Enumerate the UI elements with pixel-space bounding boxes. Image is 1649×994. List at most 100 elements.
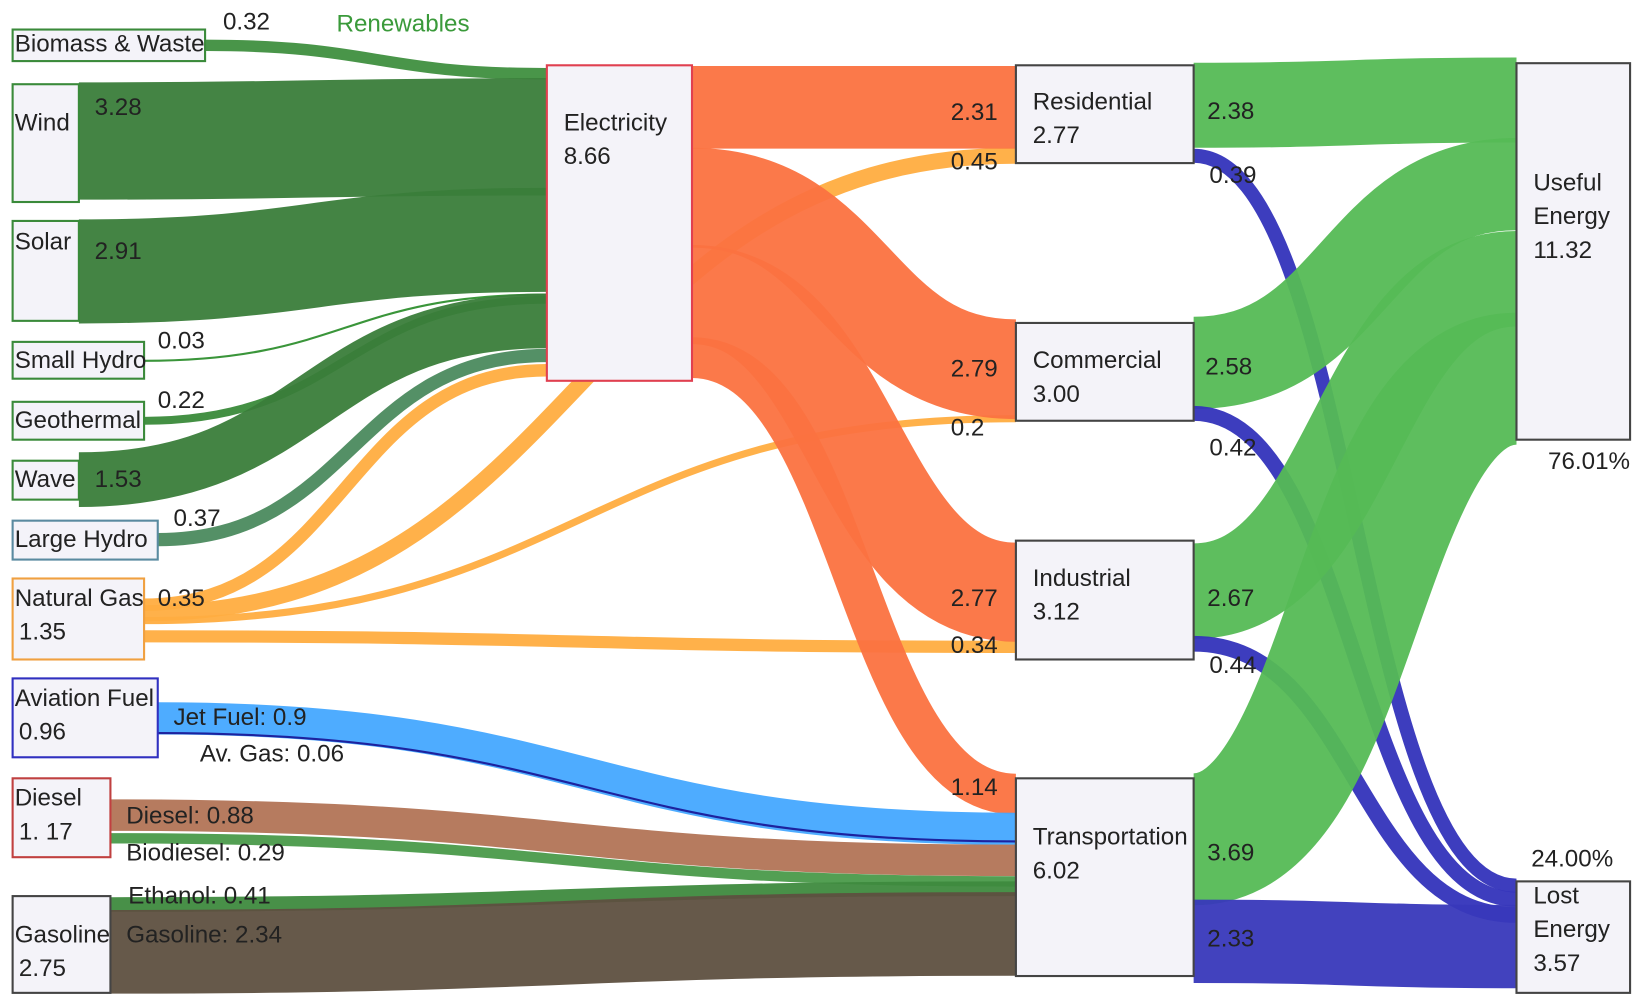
node-label: Residential bbox=[1033, 89, 1153, 116]
flow bbox=[1193, 899, 1517, 989]
flow-label: 0.35 bbox=[158, 585, 205, 612]
node-label: Large Hydro bbox=[15, 526, 148, 553]
flow bbox=[144, 630, 1016, 653]
flow bbox=[110, 833, 1016, 887]
flow bbox=[157, 702, 1016, 845]
node-value: 3.57 bbox=[1533, 950, 1580, 977]
flow bbox=[157, 348, 547, 547]
flow-label: Jet Fuel: 0.9 bbox=[174, 704, 307, 731]
flow-label: Gasoline: 2.34 bbox=[126, 921, 282, 948]
flow-label: 1.14 bbox=[951, 774, 998, 801]
group-label: Renewables bbox=[337, 11, 470, 38]
node-box bbox=[11, 459, 80, 501]
node-value: 1. 17 bbox=[19, 818, 73, 845]
flow bbox=[78, 293, 547, 508]
flow-label: 1.53 bbox=[95, 466, 142, 493]
node-box bbox=[1515, 880, 1632, 994]
flow bbox=[690, 147, 1018, 420]
node-label: Energy bbox=[1533, 203, 1611, 230]
flow-label: 0.34 bbox=[951, 632, 998, 659]
node-label: Diesel bbox=[15, 785, 82, 812]
node-box bbox=[1515, 62, 1632, 441]
flow-label: 3.28 bbox=[95, 94, 142, 121]
flow-label: 2.33 bbox=[1207, 926, 1254, 953]
node-value: 0.96 bbox=[19, 718, 66, 745]
node-label: Useful bbox=[1533, 170, 1602, 197]
node-label: Aviation Fuel bbox=[15, 685, 154, 712]
node-label: Industrial bbox=[1033, 565, 1131, 592]
node-label: Gasoline bbox=[15, 921, 110, 948]
node-label: Transportation bbox=[1033, 824, 1188, 851]
flow bbox=[110, 881, 1016, 912]
node-share: 24.00% bbox=[1531, 846, 1613, 873]
node-box bbox=[545, 64, 694, 382]
node-box bbox=[11, 519, 159, 561]
node-box bbox=[11, 677, 159, 759]
node-box bbox=[11, 777, 112, 859]
flow-label: 0.03 bbox=[158, 327, 205, 354]
node-box bbox=[11, 577, 146, 661]
node-box bbox=[1014, 539, 1195, 661]
flow bbox=[1187, 312, 1523, 906]
node-value: 2.75 bbox=[19, 955, 66, 982]
flow bbox=[144, 147, 1016, 622]
node-label: Wind bbox=[15, 110, 70, 137]
node-box bbox=[11, 28, 207, 63]
node-box bbox=[11, 219, 80, 322]
node-value: 11.32 bbox=[1533, 237, 1592, 264]
flow-label: 0.45 bbox=[951, 148, 998, 175]
flow-label: 0.2 bbox=[951, 415, 985, 442]
node-label: Electricity bbox=[564, 110, 668, 137]
node-box bbox=[1014, 64, 1195, 165]
node-value: 1.35 bbox=[19, 619, 66, 646]
flow-label: 0.39 bbox=[1209, 162, 1256, 189]
flow-label: 0.44 bbox=[1209, 652, 1256, 679]
flow-label: 3.69 bbox=[1207, 839, 1254, 866]
node-box bbox=[11, 83, 80, 204]
flow-label: 2.38 bbox=[1207, 98, 1254, 125]
flow bbox=[78, 187, 547, 324]
node-label: Energy bbox=[1533, 916, 1611, 943]
node-label: Biomass & Waste bbox=[15, 31, 205, 58]
node-box bbox=[1014, 777, 1195, 978]
node-box bbox=[11, 895, 112, 994]
flow bbox=[1191, 138, 1519, 410]
flow-label: 0.42 bbox=[1209, 435, 1256, 462]
flow-label: 2.77 bbox=[951, 585, 998, 612]
node-box bbox=[11, 340, 146, 380]
flow bbox=[1193, 57, 1517, 148]
node-value: 3.00 bbox=[1033, 381, 1080, 408]
flow bbox=[157, 732, 1016, 843]
flow-label: 2.58 bbox=[1205, 354, 1252, 381]
flow-label: 2.79 bbox=[951, 356, 998, 383]
flow bbox=[78, 78, 547, 200]
flow-label: Av. Gas: 0.06 bbox=[200, 741, 344, 768]
node-value: 6.02 bbox=[1033, 857, 1080, 884]
flow bbox=[205, 39, 547, 80]
flow bbox=[690, 337, 1018, 815]
flow bbox=[688, 245, 1020, 642]
node-value: 3.12 bbox=[1033, 599, 1080, 626]
flow-label: 2.91 bbox=[95, 238, 142, 265]
node-label: Geothermal bbox=[15, 407, 141, 434]
node-label: Solar bbox=[15, 228, 71, 255]
flow-label: Ethanol: 0.41 bbox=[128, 883, 270, 910]
flow-label: Biodiesel: 0.29 bbox=[126, 839, 285, 866]
flow bbox=[144, 293, 547, 362]
flow-label: 2.31 bbox=[951, 99, 998, 126]
node-label: Lost bbox=[1533, 883, 1579, 910]
flow-label: 0.32 bbox=[223, 9, 270, 36]
node-share: 76.01% bbox=[1548, 448, 1630, 475]
flow-label: Diesel: 0.88 bbox=[126, 803, 254, 830]
flow-label: 2.67 bbox=[1207, 585, 1254, 612]
node-label: Commercial bbox=[1033, 347, 1162, 374]
node-value: 8.66 bbox=[564, 143, 611, 170]
node-label: Small Hydro bbox=[15, 347, 147, 374]
flow bbox=[110, 892, 1016, 994]
node-value: 2.77 bbox=[1033, 122, 1080, 149]
flow-label: 0.37 bbox=[174, 505, 221, 532]
node-box bbox=[11, 400, 146, 441]
flow bbox=[110, 799, 1016, 877]
